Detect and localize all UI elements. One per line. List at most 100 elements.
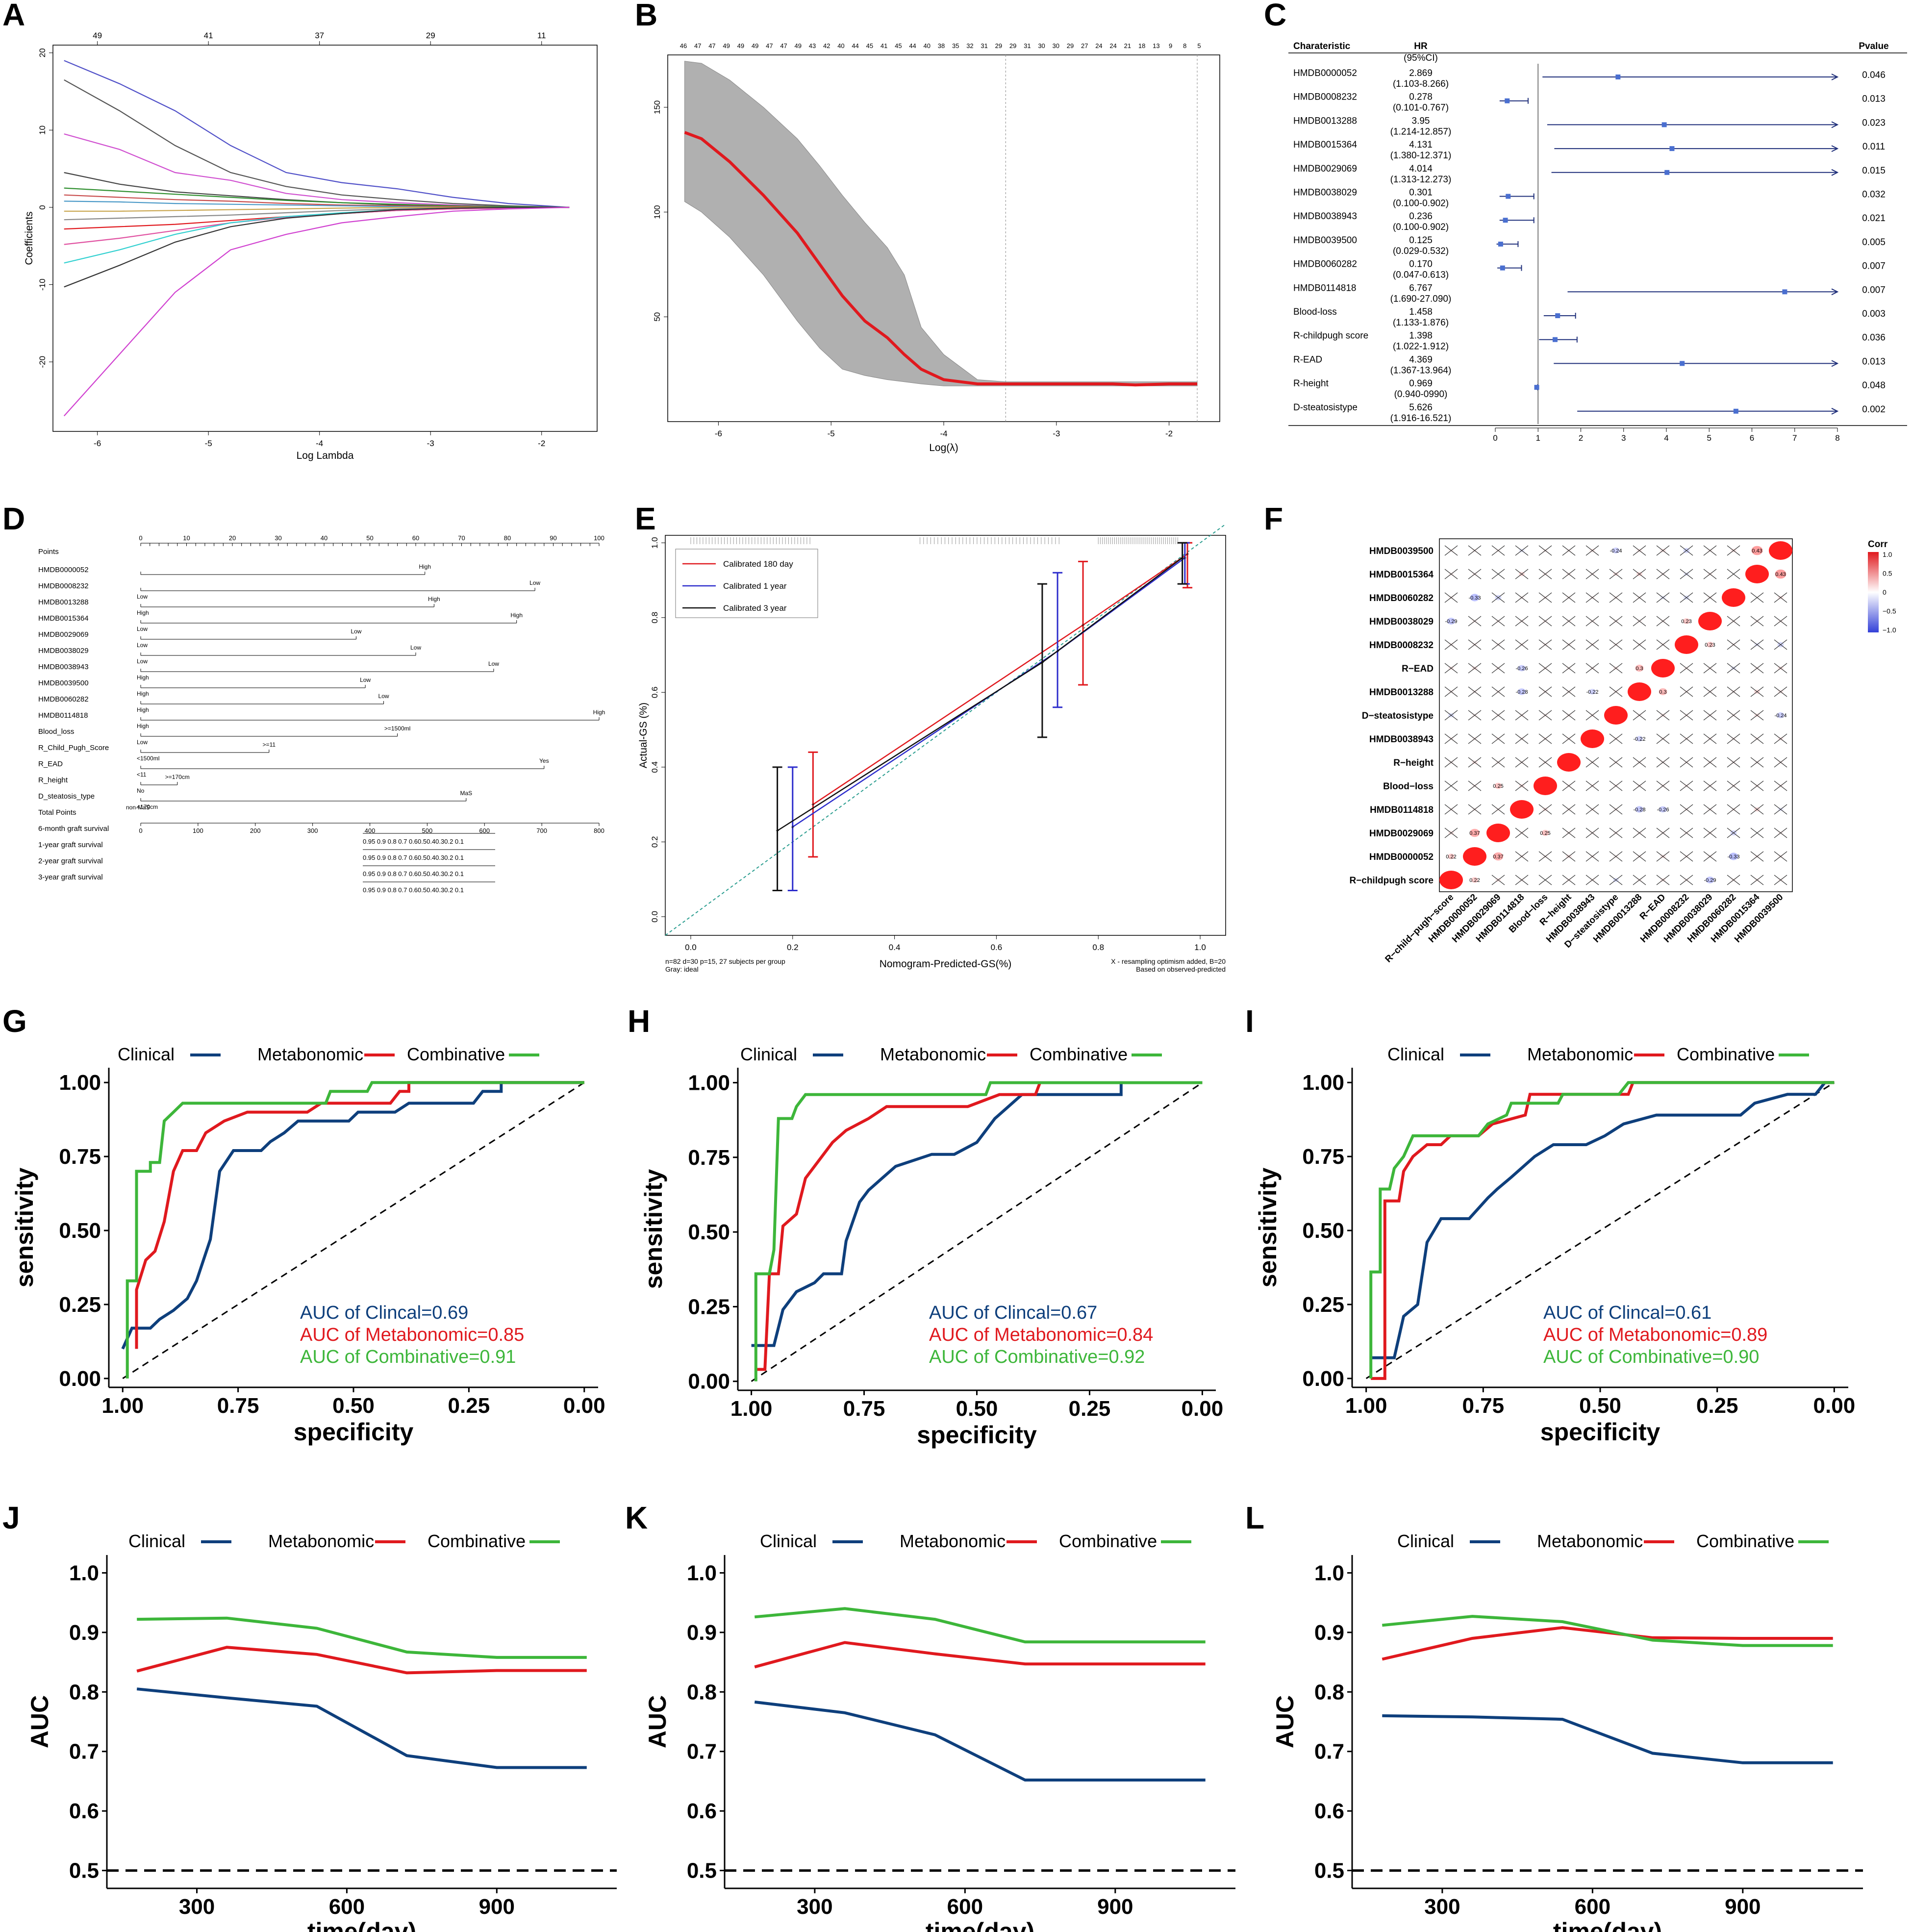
panel-label-b: B [635, 0, 657, 32]
insig-cross [1468, 733, 1482, 744]
heatmap-cell [1463, 847, 1486, 866]
insig-cross [1585, 545, 1599, 556]
y-tick-label: 0.8 [1314, 1680, 1344, 1704]
forest-row-name: HMDB0038943 [1293, 211, 1357, 222]
insig-cross [1609, 875, 1623, 885]
insig-cross [1468, 639, 1482, 650]
insig-cross [1750, 639, 1764, 650]
insig-cross [1750, 828, 1764, 838]
heatmap-cell-label: 0.3 [1635, 666, 1643, 672]
forest-row-pvalue: 0.011 [1862, 142, 1885, 152]
top-tick-label: 49 [723, 42, 730, 50]
insig-cross [1656, 569, 1670, 579]
insig-cross [1515, 616, 1529, 627]
top-tick-label: 11 [537, 31, 546, 40]
x-tick-label: 1.00 [730, 1397, 773, 1421]
top-tick-label: 27 [1081, 42, 1088, 50]
panel-label-f: F [1264, 501, 1283, 536]
x-tick-label: 0.2 [787, 943, 799, 952]
forest-row-name: HMDB0060282 [1293, 259, 1357, 270]
heatmap-row-label: Blood−loss [1383, 781, 1434, 792]
auc-line-combinative [1382, 1615, 1833, 1647]
heatmap-cell [1448, 853, 1455, 859]
insig-cross [1727, 616, 1740, 627]
insig-cross [1538, 545, 1552, 556]
legend-label: Metabonomic [1537, 1531, 1643, 1551]
nomo-total-label: Total Points [38, 808, 76, 817]
y-tick-label: 0.75 [1302, 1145, 1344, 1169]
top-tick-label: 29 [995, 42, 1002, 50]
nomo-row-name: Blood_loss [38, 728, 74, 736]
forest-row-name: HMDB0029069 [1293, 164, 1357, 174]
top-tick-label: 44 [909, 42, 916, 50]
insig-cross [1774, 757, 1787, 768]
calib-point: + [1181, 554, 1184, 561]
forest-row-ci: (1.367-13.964) [1390, 365, 1452, 376]
insig-cross [1656, 828, 1670, 838]
y-tick-label: -10 [38, 278, 47, 291]
nomo-row-name: HMDB0038943 [38, 663, 89, 671]
x-tick-label: -4 [316, 439, 323, 448]
insig-cross [1491, 592, 1505, 603]
nomo-row-name: HMDB0039500 [38, 679, 89, 687]
x-tick-label: 0.50 [1579, 1394, 1621, 1418]
forest-hr-point [1498, 241, 1503, 247]
nomo-row-right-label: Low [351, 628, 361, 635]
insig-cross [1515, 780, 1529, 791]
x-tick-label: 0.75 [1462, 1394, 1505, 1418]
heatmap-cell [1636, 736, 1643, 742]
auc-annotation: AUC of Metabonomic=0.84 [929, 1325, 1153, 1345]
nomo-total-tick-label: 600 [479, 827, 490, 834]
insig-cross [1491, 663, 1505, 674]
top-tick-label: 49 [737, 42, 744, 50]
y-tick-label: 0.0 [650, 911, 659, 923]
forest-row-pvalue: 0.021 [1862, 213, 1886, 224]
y-tick-label: 1.0 [69, 1561, 99, 1585]
forest-row-pvalue: 0.015 [1862, 166, 1886, 176]
y-tick-label: 100 [653, 205, 662, 219]
insig-cross [1750, 616, 1764, 627]
top-tick-label: 41 [204, 31, 213, 40]
col-header-ci: (95%CI) [1404, 53, 1438, 63]
panel-g: 1.00 0.75 0.50 0.25 0.00 0.00 0.25 0.50 0.75 1.00… [11, 1044, 605, 1446]
y-tick-label: 0.00 [1302, 1367, 1344, 1391]
y-axis-label: AUC [644, 1695, 671, 1748]
insig-cross [1538, 851, 1552, 862]
top-tick-label: 30 [1038, 42, 1045, 50]
insig-cross [1562, 616, 1576, 627]
insig-cross [1491, 686, 1505, 697]
y-axis-label: AUC [1271, 1695, 1299, 1748]
heatmap-cell [1589, 689, 1596, 695]
forest-row-pvalue: 0.013 [1862, 94, 1886, 104]
insig-cross [1727, 545, 1740, 556]
nomo-surv-name: 6-month graft survival [38, 825, 109, 833]
y-tick-label: 0.7 [687, 1740, 717, 1764]
insig-cross [1633, 569, 1646, 579]
x-tick-label: 0.25 [1696, 1394, 1738, 1418]
heatmap-cell [1722, 588, 1745, 607]
heatmap-cell-label: 0.3 [1659, 689, 1666, 695]
y-tick-label: 0.6 [687, 1799, 717, 1823]
x-tick-label: 8 [1835, 433, 1839, 443]
nomo-bottom-ticks: 0.95 0.9 0.8 0.7 0.60.50.40.30.2 0.1 [363, 886, 464, 894]
heatmap-cell-label: 0.23 [1681, 619, 1691, 625]
y-tick-label: 0.50 [59, 1219, 101, 1243]
legend-label: Combinative [428, 1531, 526, 1551]
insig-cross [1562, 639, 1576, 650]
insig-cross [1515, 733, 1529, 744]
panel-b: -6 -5 -4 -3 -2 50 100 150 46 47 47 49 49 49 47 47 49 43 42… [653, 42, 1220, 453]
top-tick-label: 46 [680, 42, 687, 50]
forest-row-hr: 1.398 [1409, 331, 1433, 341]
x-tick-label: 900 [1097, 1895, 1133, 1919]
legend-label: Metabonomic [257, 1044, 363, 1064]
insig-cross [1491, 757, 1505, 768]
insig-cross [1468, 569, 1482, 579]
y-tick-label: 0.00 [59, 1367, 101, 1391]
corr-legend-tick: 0 [1883, 588, 1887, 596]
insig-cross [1703, 663, 1717, 674]
insig-cross [1703, 804, 1717, 815]
insig-cross [1680, 804, 1693, 815]
cv-mean-line [684, 131, 1197, 387]
panel-label-k: K [625, 1500, 648, 1535]
y-tick-label: 1.00 [59, 1071, 101, 1095]
